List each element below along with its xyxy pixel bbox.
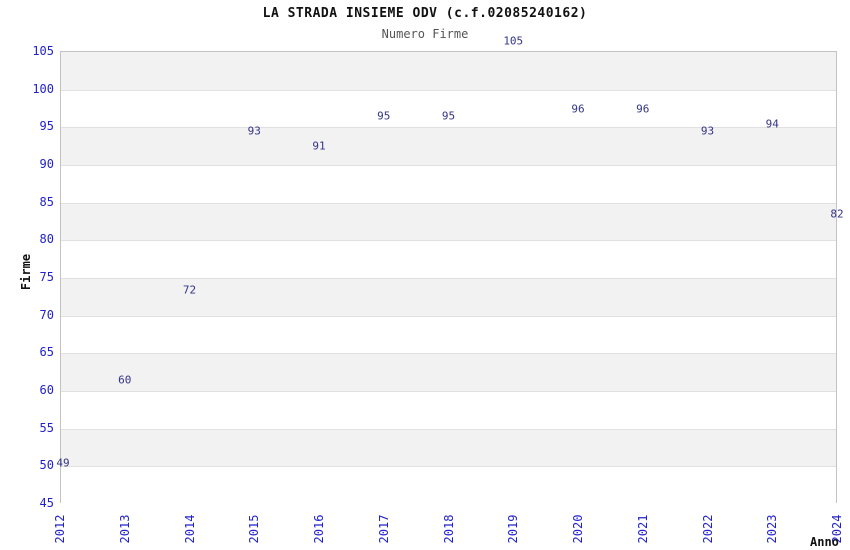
y-tick-label: 75 — [39, 270, 54, 284]
gridline — [61, 165, 836, 166]
data-label: 72 — [182, 283, 197, 297]
y-tick-label: 105 — [32, 44, 54, 58]
gridline — [61, 353, 836, 354]
data-label: 93 — [247, 124, 261, 138]
plot-band — [61, 127, 836, 165]
y-tick-label: 45 — [39, 496, 54, 510]
data-label: 93 — [700, 124, 715, 138]
chart-title: LA STRADA INSIEME ODV (c.f.02085240162) — [262, 6, 588, 21]
gridline — [61, 316, 836, 317]
x-axis-title: Anno — [810, 535, 839, 549]
plot-band — [61, 466, 836, 504]
y-tick-label: 100 — [32, 81, 54, 96]
data-label: 94 — [765, 117, 779, 131]
data-label: 96 — [571, 102, 585, 116]
gridline — [61, 127, 836, 128]
plot-band — [61, 278, 836, 316]
gridline — [61, 466, 836, 467]
plot-band — [61, 202, 836, 241]
y-tick-label: 65 — [39, 345, 54, 360]
gridline — [61, 203, 836, 204]
x-tick-label: 2019 — [506, 514, 521, 544]
plot-band — [61, 391, 836, 429]
y-tick-label: 50 — [39, 458, 54, 473]
data-label: 96 — [636, 102, 650, 116]
plot-band — [61, 315, 836, 354]
x-tick-label: 2016 — [312, 514, 326, 544]
gridline — [61, 429, 836, 430]
y-tick-label: 95 — [39, 119, 54, 134]
y-tick-label: 85 — [39, 194, 54, 209]
x-tick-label: 2012 — [53, 514, 67, 544]
x-tick-label: 2018 — [441, 514, 456, 544]
data-label: 82 — [830, 207, 844, 221]
plot-band — [61, 240, 836, 278]
x-tick-label: 2020 — [571, 514, 585, 544]
plot-area — [60, 51, 837, 504]
y-tick-label: 80 — [39, 232, 54, 247]
data-label: 95 — [377, 109, 391, 123]
x-tick-label: 2013 — [117, 514, 132, 544]
x-tick-label: 2021 — [635, 514, 650, 544]
gridline — [61, 278, 836, 279]
y-tick-label: 70 — [39, 307, 54, 322]
x-tick-label: 2017 — [376, 514, 391, 544]
plot-band — [61, 428, 836, 467]
plot-band — [61, 52, 836, 90]
x-tick-label: 2014 — [182, 514, 197, 544]
y-tick-label: 55 — [39, 420, 54, 435]
plot-band — [61, 353, 836, 391]
data-label: 91 — [312, 139, 326, 153]
gridline — [61, 90, 836, 91]
plot-band — [61, 89, 836, 128]
chart-subtitle: Numero Firme — [381, 27, 469, 41]
data-label: 95 — [441, 109, 456, 123]
x-tick-label: 2015 — [247, 514, 262, 544]
data-label: 49 — [56, 456, 70, 470]
x-tick-label: 2023 — [765, 514, 780, 544]
data-label: 105 — [503, 34, 524, 48]
y-tick-label: 60 — [39, 383, 54, 397]
data-label: 60 — [118, 373, 132, 387]
plot-band — [61, 165, 836, 203]
gridline — [61, 391, 836, 392]
y-tick-label: 90 — [39, 157, 54, 171]
x-tick-label: 2022 — [700, 514, 715, 544]
gridline — [61, 240, 836, 241]
